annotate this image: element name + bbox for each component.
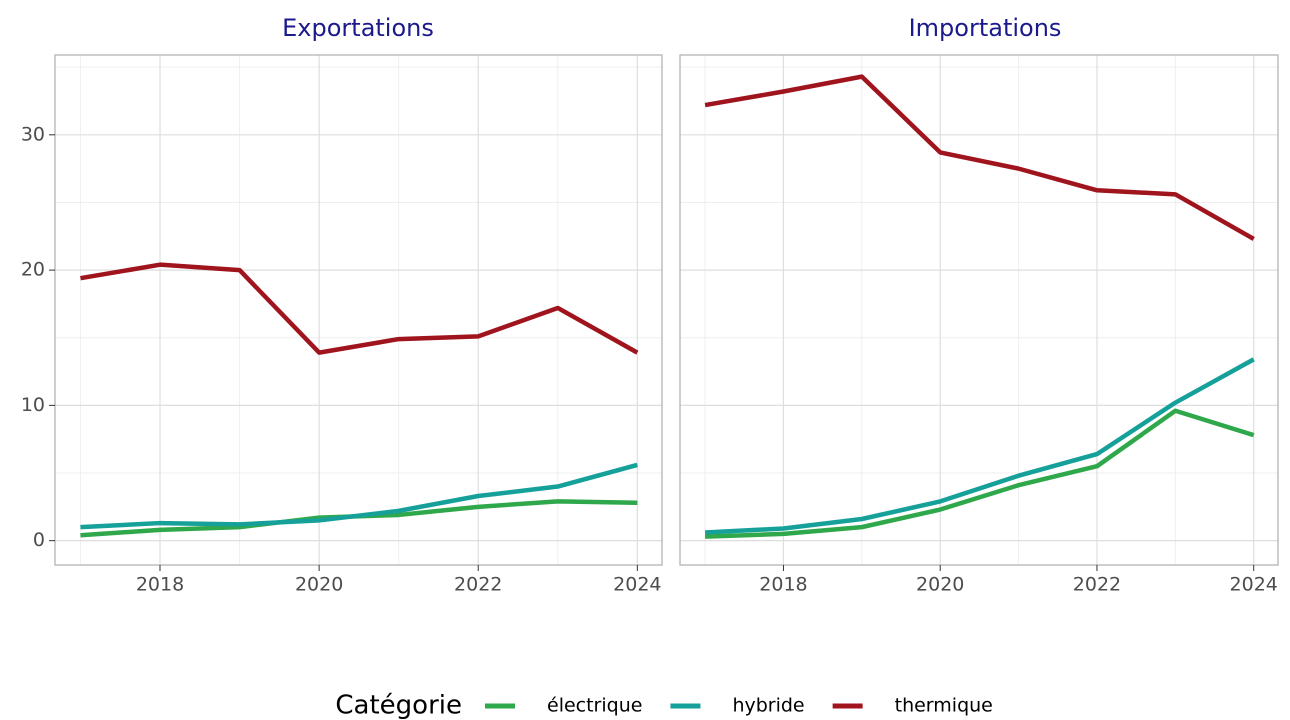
panel-title: Importations: [909, 14, 1062, 42]
y-tick-label: 10: [21, 394, 45, 416]
y-tick-label: 0: [33, 529, 45, 551]
x-tick-label: 2024: [613, 574, 661, 596]
line: [705, 408, 1255, 539]
panel-border: [679, 54, 1279, 566]
x-tick-label: 2018: [136, 574, 184, 596]
x-tick-label: 2022: [1073, 574, 1121, 596]
line: [80, 499, 638, 538]
legend-label: hybride: [732, 695, 804, 717]
x-tick-label: 2022: [454, 574, 502, 596]
legend-title: Catégorie: [335, 691, 462, 720]
line: [80, 262, 639, 355]
panel-title: Exportations: [282, 14, 434, 42]
y-tick-label: 20: [21, 259, 45, 281]
legend-label: électrique: [547, 695, 642, 717]
y-tick-label: 30: [21, 123, 45, 145]
x-tick-label: 2018: [759, 574, 807, 596]
line: [704, 357, 1255, 535]
legend-label: thermique: [895, 695, 993, 717]
line: [80, 462, 638, 530]
line: [704, 74, 1255, 241]
x-tick-label: 2024: [1230, 574, 1278, 596]
x-tick-label: 2020: [295, 574, 343, 596]
panel-border: [54, 54, 663, 566]
x-tick-label: 2020: [916, 574, 964, 596]
